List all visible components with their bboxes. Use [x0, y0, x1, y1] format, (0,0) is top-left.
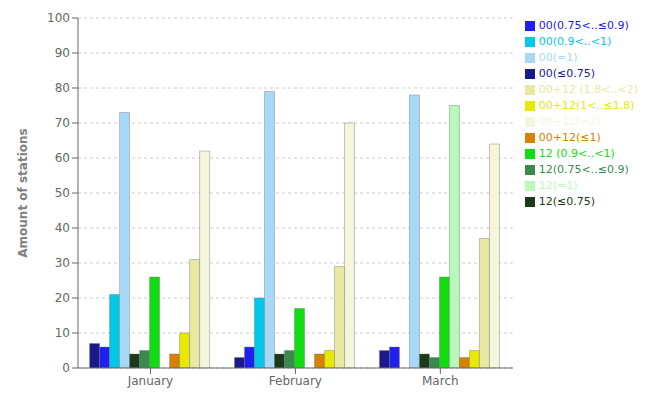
svg-text:February: February: [269, 374, 322, 388]
svg-text:90: 90: [55, 46, 70, 60]
svg-text:Amount of stations: Amount of stations: [16, 128, 30, 257]
svg-text:10: 10: [55, 326, 70, 340]
svg-text:60: 60: [55, 151, 70, 165]
svg-text:100: 100: [47, 11, 70, 25]
svg-text:March: March: [422, 374, 459, 388]
html-text:00+12(1<..≤1.8): 00+12(1<..≤1.8): [538, 99, 635, 112]
html-text:00+12 (1.8<..<2): 00+12 (1.8<..<2): [538, 83, 638, 96]
html-text:12(≤0.75): 12(≤0.75): [538, 195, 596, 208]
html-text:00+12(=2): 00+12(=2): [538, 115, 601, 128]
html-text:00(≤0.75): 00(≤0.75): [538, 67, 596, 80]
svg-text:0: 0: [62, 361, 70, 375]
svg-text:80: 80: [55, 81, 70, 95]
html-text:12(0.75<..≤0.9): 12(0.75<..≤0.9): [538, 163, 629, 176]
svg-text:January: January: [127, 374, 174, 388]
svg-text:40: 40: [55, 221, 70, 235]
html-text:00(=1): 00(=1): [538, 51, 578, 64]
svg-text:30: 30: [55, 256, 70, 270]
html-text:00+12(≤1): 00+12(≤1): [538, 131, 601, 144]
html-text:12 (0.9<..<1): 12 (0.9<..<1): [538, 147, 615, 160]
svg-text:20: 20: [55, 291, 70, 305]
html-text:00(0.75<..≤0.9): 00(0.75<..≤0.9): [538, 19, 629, 32]
html-text:00(0.9<..<1): 00(0.9<..<1): [538, 35, 612, 48]
svg-text:50: 50: [55, 186, 70, 200]
html-text:12(=1): 12(=1): [538, 179, 578, 192]
svg-text:70: 70: [55, 116, 70, 130]
